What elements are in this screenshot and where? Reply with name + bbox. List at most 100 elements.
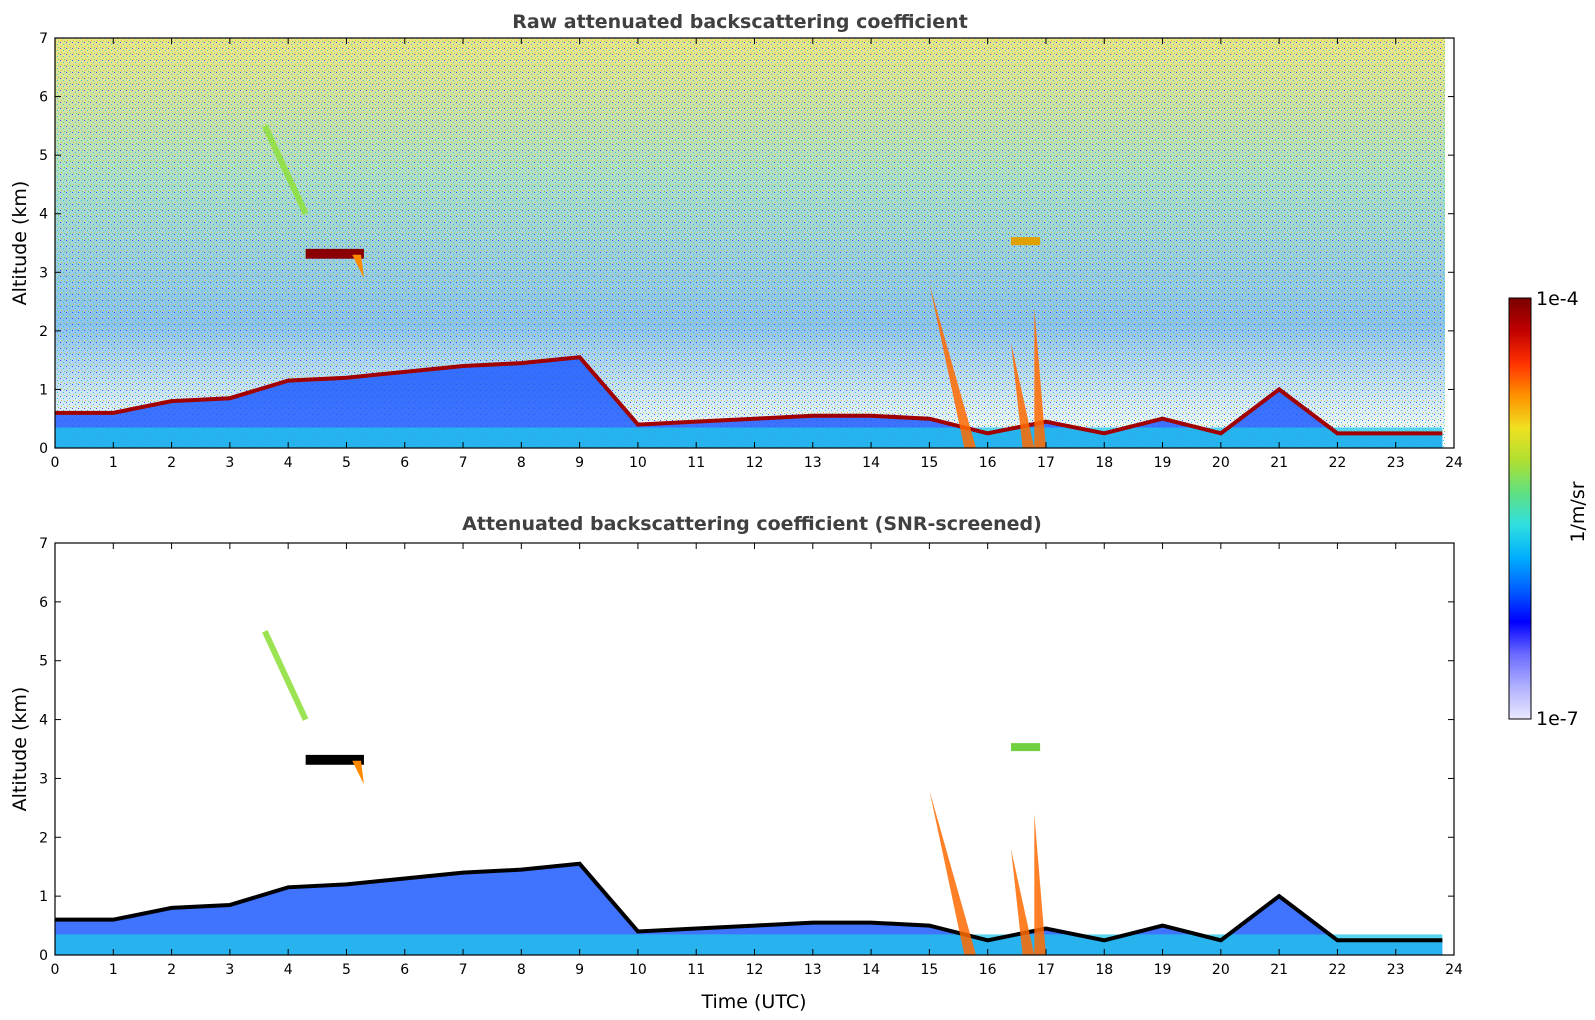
x-tick-label: 19 (1154, 962, 1172, 978)
raw-backscatter-panel: Raw attenuated backscattering coefficien… (9, 11, 1463, 471)
x-tick-label: 6 (400, 455, 409, 471)
convective-plume (1034, 813, 1046, 955)
ice-fall-streak (262, 630, 309, 721)
x-tick-label: 8 (517, 455, 526, 471)
x-tick-label: 22 (1329, 962, 1347, 978)
y-tick-label: 5 (39, 148, 48, 164)
y-tick-label: 3 (39, 771, 48, 787)
x-tick-label: 16 (979, 962, 997, 978)
x-tick-label: 17 (1037, 455, 1055, 471)
x-tick-label: 3 (225, 962, 234, 978)
x-tick-label: 2 (167, 455, 176, 471)
y-tick-label: 2 (39, 830, 48, 846)
x-tick-label: 15 (920, 962, 938, 978)
colorbar-max-label: 1e-4 (1536, 288, 1579, 310)
atmospheric-features (55, 630, 1443, 955)
x-tick-label: 0 (51, 455, 60, 471)
y-tick-label: 0 (39, 948, 48, 964)
y-tick-label: 2 (39, 324, 48, 340)
x-tick-label: 13 (804, 962, 822, 978)
y-tick-label: 7 (39, 31, 48, 47)
x-tick-label: 8 (517, 962, 526, 978)
y-axis-label: Altitude (km) (9, 181, 31, 306)
x-tick-label: 9 (575, 962, 584, 978)
x-tick-label: 20 (1212, 455, 1230, 471)
chart-title: Raw attenuated backscattering coefficien… (512, 11, 968, 33)
small-cloud (1010, 237, 1041, 246)
y-tick-label: 4 (39, 207, 48, 223)
y-axis-ticks: 0 1 2 3 4 5 6 7 (39, 31, 1454, 457)
x-axis-ticks: 0 1 2 3 4 5 6 7 8 9 10 11 12 13 14 15 16 17 18 19 20 21 22 23 24 (51, 38, 1463, 471)
x-tick-label: 3 (225, 455, 234, 471)
convective-plume (929, 790, 977, 955)
x-tick-label: 4 (284, 962, 293, 978)
x-tick-label: 15 (920, 455, 938, 471)
y-tick-label: 1 (39, 889, 48, 905)
x-axis-label: Time (UTC) (700, 991, 806, 1013)
x-tick-label: 24 (1445, 455, 1463, 471)
x-tick-label: 1 (109, 962, 118, 978)
x-tick-label: 23 (1387, 455, 1405, 471)
convective-plume (1034, 307, 1046, 448)
y-tick-label: 7 (39, 536, 48, 552)
x-tick-label: 24 (1445, 962, 1463, 978)
x-tick-label: 2 (167, 962, 176, 978)
colorbar: 1e-4 1e-7 1/m/sr (1508, 288, 1589, 730)
x-tick-label: 7 (459, 962, 468, 978)
near-surface-aerosol (55, 427, 1443, 448)
y-tick-label: 5 (39, 654, 48, 670)
y-tick-label: 3 (39, 265, 48, 281)
convective-plume (929, 284, 977, 448)
x-tick-label: 1 (109, 455, 118, 471)
x-tick-label: 21 (1270, 962, 1288, 978)
x-tick-label: 19 (1154, 455, 1172, 471)
snr-screened-panel: Attenuated backscattering coefficient (S… (9, 513, 1463, 1013)
clear-gap-right (1445, 38, 1454, 448)
x-tick-label: 5 (342, 455, 351, 471)
x-tick-label: 10 (629, 962, 647, 978)
boundary-layer-aerosol (55, 357, 1443, 448)
y-tick-label: 6 (39, 90, 48, 106)
x-tick-label: 10 (629, 455, 647, 471)
y-tick-label: 4 (39, 713, 48, 729)
x-tick-label: 5 (342, 962, 351, 978)
convective-plume (1010, 849, 1035, 955)
boundary-layer-top-line (55, 861, 1443, 943)
y-tick-label: 0 (39, 441, 48, 457)
boundary-layer-top-line (55, 355, 1443, 436)
colorbar-min-label: 1e-7 (1536, 708, 1579, 730)
x-tick-label: 16 (979, 455, 997, 471)
y-axis-ticks: 0 1 2 3 4 5 6 7 (39, 536, 1454, 964)
boundary-layer-aerosol (55, 863, 1443, 955)
x-tick-label: 0 (51, 962, 60, 978)
x-tick-label: 20 (1212, 962, 1230, 978)
x-tick-label: 7 (459, 455, 468, 471)
x-tick-label: 21 (1270, 455, 1288, 471)
x-tick-label: 13 (804, 455, 822, 471)
x-tick-label: 18 (1095, 455, 1113, 471)
x-axis-ticks: 0 1 2 3 4 5 6 7 8 9 10 11 12 13 14 15 16 17 18 19 20 21 22 23 24 (51, 543, 1463, 978)
colorbar-gradient (1508, 297, 1532, 720)
atmospheric-features (55, 124, 1443, 448)
x-tick-label: 17 (1037, 962, 1055, 978)
mid-level-cloud (305, 248, 364, 259)
x-tick-label: 18 (1095, 962, 1113, 978)
y-tick-label: 6 (39, 595, 48, 611)
chart-title: Attenuated backscattering coefficient (S… (462, 513, 1042, 535)
x-tick-label: 22 (1329, 455, 1347, 471)
x-tick-label: 14 (862, 962, 880, 978)
near-surface-aerosol (55, 934, 1443, 955)
y-tick-label: 1 (39, 382, 48, 398)
x-tick-label: 6 (400, 962, 409, 978)
x-tick-label: 12 (746, 962, 764, 978)
x-tick-label: 4 (284, 455, 293, 471)
convective-plume (1010, 342, 1035, 448)
ice-fall-streak (262, 124, 309, 215)
x-tick-label: 11 (687, 455, 705, 471)
x-tick-label: 12 (746, 455, 764, 471)
cloud-virga (352, 760, 364, 785)
x-tick-label: 14 (862, 455, 880, 471)
y-axis-label: Altitude (km) (9, 687, 31, 812)
colorbar-unit-label: 1/m/sr (1567, 481, 1589, 542)
mid-level-cloud (305, 754, 364, 765)
